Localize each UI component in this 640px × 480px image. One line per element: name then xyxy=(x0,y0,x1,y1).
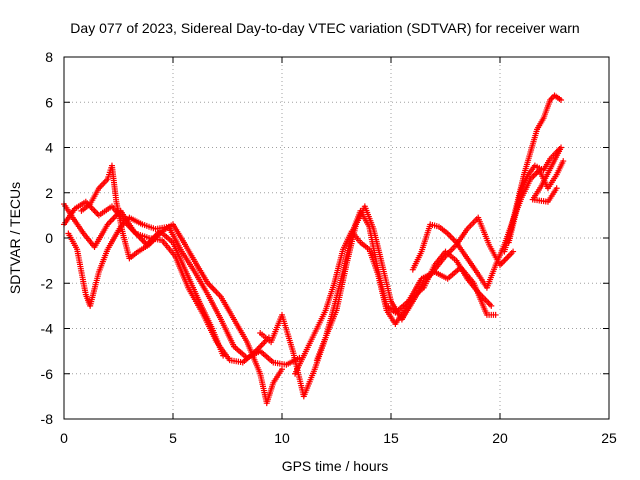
y-axis-label: SDTVAR / TECUs xyxy=(7,182,23,294)
y-tick-label: 8 xyxy=(45,49,53,65)
y-tick-label: 4 xyxy=(45,140,53,156)
data-point-marker xyxy=(488,302,495,309)
y-axis-ticks: -8 -6 -4 -2 0 2 4 6 8 xyxy=(41,49,609,427)
y-tick-label: 2 xyxy=(45,185,53,201)
data-point-marker xyxy=(279,366,285,373)
series-track-2 xyxy=(61,198,272,366)
x-tick-label: 5 xyxy=(169,430,177,446)
series-track-7 xyxy=(313,203,517,364)
y-tick-label: -2 xyxy=(41,275,54,291)
x-axis-label: GPS time / hours xyxy=(282,458,389,474)
y-tick-label: 6 xyxy=(45,94,53,110)
series-track-10 xyxy=(505,144,565,246)
x-tick-label: 20 xyxy=(492,430,508,446)
x-axis-ticks: 0 5 10 15 20 25 xyxy=(60,57,617,446)
x-tick-label: 25 xyxy=(601,430,617,446)
y-tick-label: -6 xyxy=(41,366,54,382)
data-points xyxy=(61,92,567,407)
y-tick-label: -8 xyxy=(41,411,54,427)
grid-lines xyxy=(64,57,609,419)
x-tick-label: 10 xyxy=(274,430,290,446)
data-point-marker xyxy=(510,248,517,255)
chart-title: Day 077 of 2023, Sidereal Day-to-day VTE… xyxy=(70,20,579,36)
y-tick-label: -4 xyxy=(41,321,54,337)
x-tick-label: 0 xyxy=(60,430,68,446)
series-track-4 xyxy=(78,162,285,407)
data-point-marker xyxy=(553,185,560,192)
data-point-marker xyxy=(560,158,567,165)
x-tick-label: 15 xyxy=(383,430,399,446)
data-point-marker xyxy=(492,311,499,318)
y-tick-label: 0 xyxy=(45,230,53,246)
data-point-marker xyxy=(558,96,565,103)
